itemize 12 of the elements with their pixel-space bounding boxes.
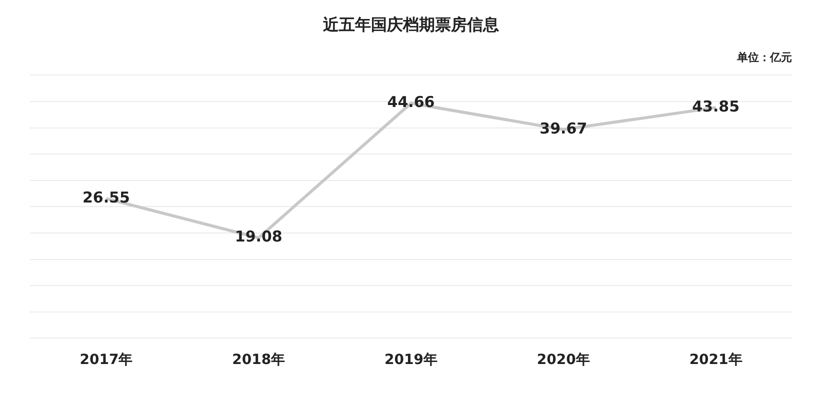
x-tick-label: 2018年 [232,352,286,368]
x-tick-label: 2017年 [80,352,133,368]
x-tick-label: 2020年 [536,352,590,368]
data-label: 39.67 [540,119,588,138]
x-tick-label: 2019年 [384,352,438,368]
data-label: 44.66 [387,93,435,112]
data-label: 19.08 [234,228,282,246]
text: 单位：亿元 [736,50,792,64]
data-label: 43.85 [692,97,740,116]
data-label: 26.55 [82,188,130,206]
chart-title: 近五年国庆档期票房信息 [322,14,500,34]
x-tick-label: 2021年 [689,352,742,368]
